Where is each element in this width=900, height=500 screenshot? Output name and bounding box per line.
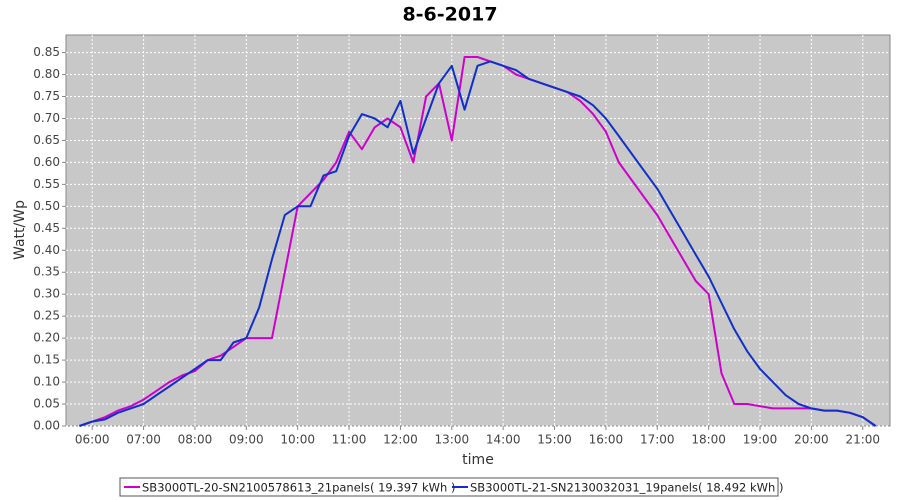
x-tick-label: 21:00	[845, 433, 880, 447]
x-tick-label: 07:00	[126, 433, 161, 447]
x-tick-label: 20:00	[794, 433, 829, 447]
x-tick-label: 16:00	[589, 433, 624, 447]
y-tick-label: 0.60	[33, 155, 60, 169]
x-tick-label: 09:00	[229, 433, 264, 447]
y-axis-label: Watt/Wp	[12, 200, 28, 260]
y-tick-label: 0.00	[33, 419, 60, 433]
y-tick-label: 0.75	[33, 89, 60, 103]
x-tick-label: 08:00	[178, 433, 213, 447]
y-tick-label: 0.55	[33, 177, 60, 191]
series-line	[79, 56, 877, 427]
x-tick-label: 12:00	[383, 433, 418, 447]
y-tick-label: 0.85	[33, 45, 60, 59]
y-tick-label: 0.50	[33, 199, 60, 213]
y-tick-label: 0.65	[33, 133, 60, 147]
series-line	[79, 60, 877, 427]
legend	[119, 477, 779, 497]
y-tick-label: 0.25	[33, 309, 60, 323]
legend-label: SB3000TL-20-SN2100578613_21panels( 19.39…	[142, 481, 455, 495]
y-tick-label: 0.35	[33, 265, 60, 279]
y-tick-label: 0.70	[33, 111, 60, 125]
x-tick-label: 10:00	[280, 433, 315, 447]
y-tick-label: 0.80	[33, 67, 60, 81]
x-tick-label: 19:00	[743, 433, 778, 447]
plot-area	[65, 34, 891, 427]
chart-title: 8-6-2017	[402, 4, 497, 26]
x-tick-label: 15:00	[537, 433, 572, 447]
y-tick-label: 0.10	[33, 375, 60, 389]
y-tick-label: 0.15	[33, 353, 60, 367]
y-tick-label: 0.20	[33, 331, 60, 345]
x-tick-label: 06:00	[75, 433, 110, 447]
x-tick-label: 18:00	[691, 433, 726, 447]
legend-label: SB3000TL-21-SN2130032031_19panels( 18.49…	[470, 481, 783, 495]
y-tick-label: 0.05	[33, 397, 60, 411]
x-tick-label: 14:00	[486, 433, 521, 447]
x-tick-label: 13:00	[435, 433, 470, 447]
y-tick-label: 0.30	[33, 287, 60, 301]
x-tick-label: 17:00	[640, 433, 675, 447]
y-tick-label: 0.45	[33, 221, 60, 235]
x-tick-label: 11:00	[332, 433, 367, 447]
y-tick-label: 0.40	[33, 243, 60, 257]
x-axis-label: time	[462, 452, 494, 468]
